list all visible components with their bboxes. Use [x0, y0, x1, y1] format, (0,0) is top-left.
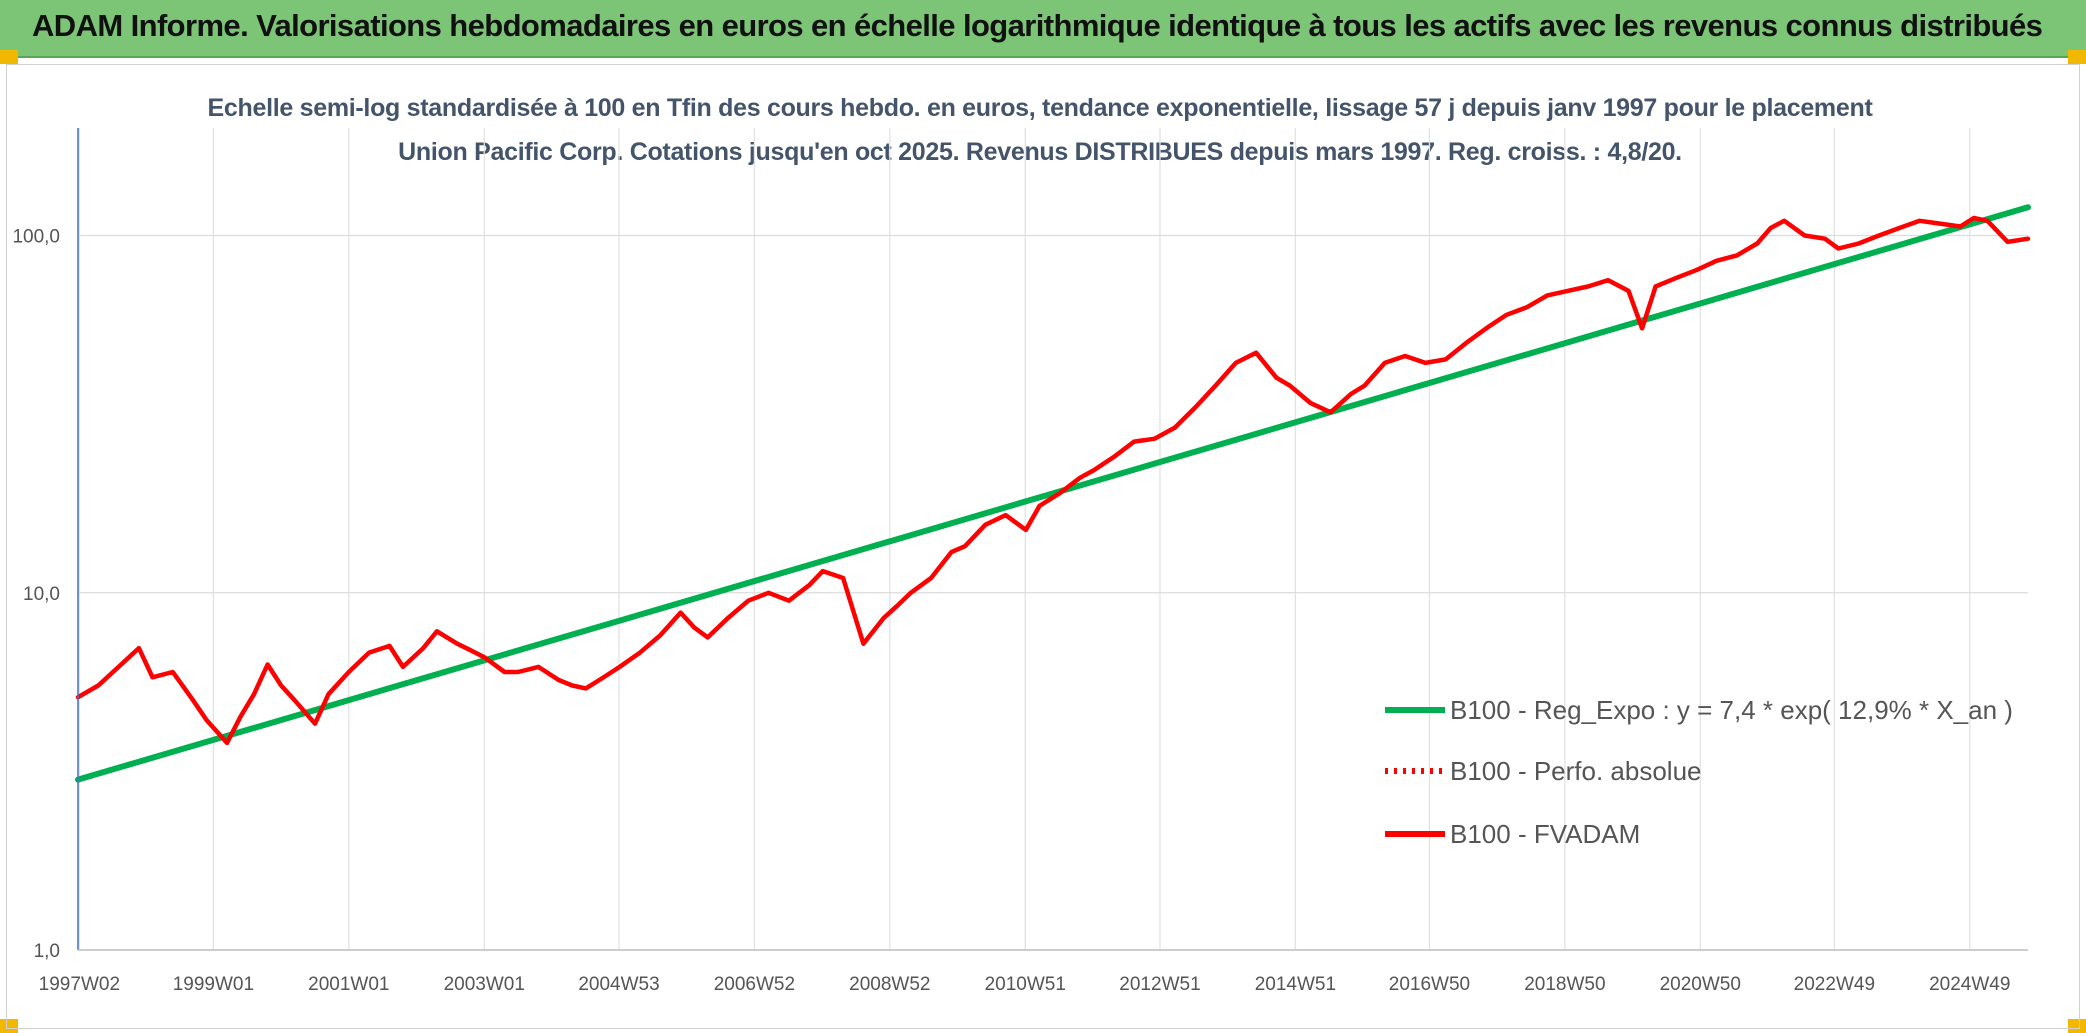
x-tick-label: 2008W52: [849, 974, 930, 995]
x-tick-label: 1999W01: [173, 974, 254, 995]
y-tick-label: 1,0: [34, 941, 60, 962]
legend-label-1: B100 - Reg_Expo : y = 7,4 * exp( 12,9% *…: [1450, 695, 2013, 725]
report-banner: ADAM Informe. Valorisations hebdomadaire…: [0, 0, 2086, 58]
axis-layer: 1997W02 1999W01 2001W01 2003W01 2004W53 2006W…: [12, 128, 2028, 995]
legend-layer: B100 - Reg_Expo : y = 7,4 * exp( 12,9% *…: [1385, 695, 2013, 849]
series-line-3: [75, 215, 2031, 746]
series-layer: [75, 215, 2031, 746]
y-tick-label: 10,0: [23, 584, 60, 605]
x-tick-label: 2003W01: [444, 974, 525, 995]
legend-label-2: B100 - Perfo. absolue: [1450, 756, 1702, 786]
corner-marker: [0, 1019, 18, 1033]
series-line-1: [75, 204, 2031, 783]
corner-marker: [2068, 50, 2086, 64]
x-tick-label: 2016W50: [1389, 974, 1470, 995]
x-tick-label: 2014W51: [1255, 974, 1336, 995]
x-tick-label: 2006W52: [714, 974, 795, 995]
corner-marker: [0, 50, 18, 64]
x-tick-label: 2001W01: [308, 974, 389, 995]
legend-label-3: B100 - FVADAM: [1450, 819, 1640, 849]
corner-marker: [2068, 1019, 2086, 1033]
x-tick-label: 2024W49: [1929, 974, 2010, 995]
grid-layer: [78, 128, 2028, 951]
x-tick-label: 2012W51: [1119, 974, 1200, 995]
chart-subtitle: Echelle semi-log standardisée à 100 en T…: [207, 94, 1873, 166]
chart-frame: [6, 64, 2080, 1029]
x-tick-label: 2020W50: [1660, 974, 1741, 995]
y-tick-label: 100,0: [12, 227, 60, 248]
x-tick-label: 2004W53: [578, 974, 659, 995]
x-tick-label: 1997W02: [39, 974, 120, 995]
x-tick-label: 2018W50: [1524, 974, 1605, 995]
x-tick-label: 2010W51: [985, 974, 1066, 995]
x-tick-label: 2022W49: [1794, 974, 1875, 995]
trend-layer: [75, 204, 2031, 783]
report-title: ADAM Informe. Valorisations hebdomadaire…: [32, 8, 2043, 43]
